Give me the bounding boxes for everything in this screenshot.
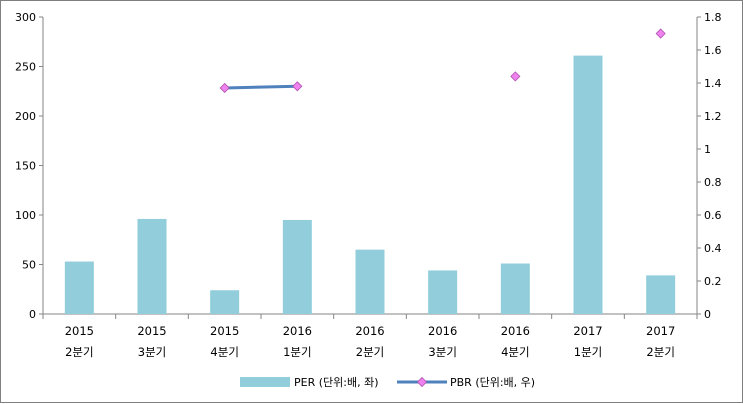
- left-tick-label: 50: [22, 259, 36, 272]
- per-bar: [282, 219, 312, 314]
- x-tick-label-quarter: 4분기: [501, 345, 529, 359]
- pbr-point: [219, 82, 230, 94]
- right-tick-label: 1.2: [704, 110, 722, 123]
- left-tick-label: 200: [15, 110, 36, 123]
- right-tick-label: 0: [704, 308, 711, 321]
- x-tick-label-year: 2016: [283, 324, 312, 338]
- right-tick-label: 1.6: [704, 44, 722, 57]
- right-tick-label: 1.8: [704, 11, 722, 24]
- right-tick-label: 0.8: [704, 176, 722, 189]
- legend-label-pbr: PBR (단위:배, 우): [450, 376, 535, 389]
- pbr-point: [510, 71, 521, 82]
- per-bar: [64, 261, 94, 314]
- right-tick-label: 0.4: [704, 242, 722, 255]
- right-tick-label: 0.2: [704, 275, 722, 288]
- x-tick-label-year: 2016: [501, 324, 530, 338]
- left-tick-label: 300: [15, 11, 36, 24]
- x-tick-label-year: 2016: [355, 324, 384, 338]
- left-tick-label: 250: [15, 61, 36, 74]
- per-bar: [428, 270, 458, 314]
- left-tick-label: 150: [15, 160, 36, 173]
- per-bar: [355, 249, 385, 314]
- legend-swatch-per: [240, 377, 290, 387]
- left-tick-label: 100: [15, 209, 36, 222]
- per-bar: [646, 275, 676, 314]
- x-tick-label-quarter: 1분기: [283, 345, 311, 359]
- right-tick-label: 0.6: [704, 209, 722, 222]
- per-bar: [500, 263, 530, 314]
- x-tick-label-quarter: 2분기: [65, 345, 93, 359]
- pbr-line-segment: [224, 84, 298, 90]
- per-bar: [137, 218, 167, 314]
- x-tick-label-quarter: 2분기: [646, 345, 674, 359]
- x-tick-label-year: 2015: [210, 324, 239, 338]
- x-tick-label-quarter: 4분기: [210, 345, 238, 359]
- x-tick-label-year: 2015: [137, 324, 166, 338]
- legend-swatch-pbr-marker: [416, 376, 428, 388]
- left-tick-label: 0: [29, 308, 36, 321]
- pbr-point: [655, 28, 666, 39]
- x-tick-label-year: 2015: [65, 324, 94, 338]
- x-tick-label-quarter: 2분기: [356, 345, 384, 359]
- right-tick-label: 1: [704, 143, 711, 156]
- x-tick-label-year: 2016: [428, 324, 457, 338]
- x-tick-label-year: 2017: [573, 324, 602, 338]
- x-tick-label-quarter: 1분기: [574, 345, 602, 359]
- per-bar: [573, 55, 603, 315]
- x-tick-label-year: 2017: [646, 324, 675, 338]
- per-bar: [210, 290, 240, 314]
- x-tick-label-quarter: 3분기: [428, 345, 456, 359]
- x-tick-label-quarter: 3분기: [138, 345, 166, 359]
- pbr-point: [292, 81, 303, 92]
- legend-label-per: PER (단위:배, 좌): [294, 376, 379, 389]
- right-tick-label: 1.4: [704, 77, 722, 90]
